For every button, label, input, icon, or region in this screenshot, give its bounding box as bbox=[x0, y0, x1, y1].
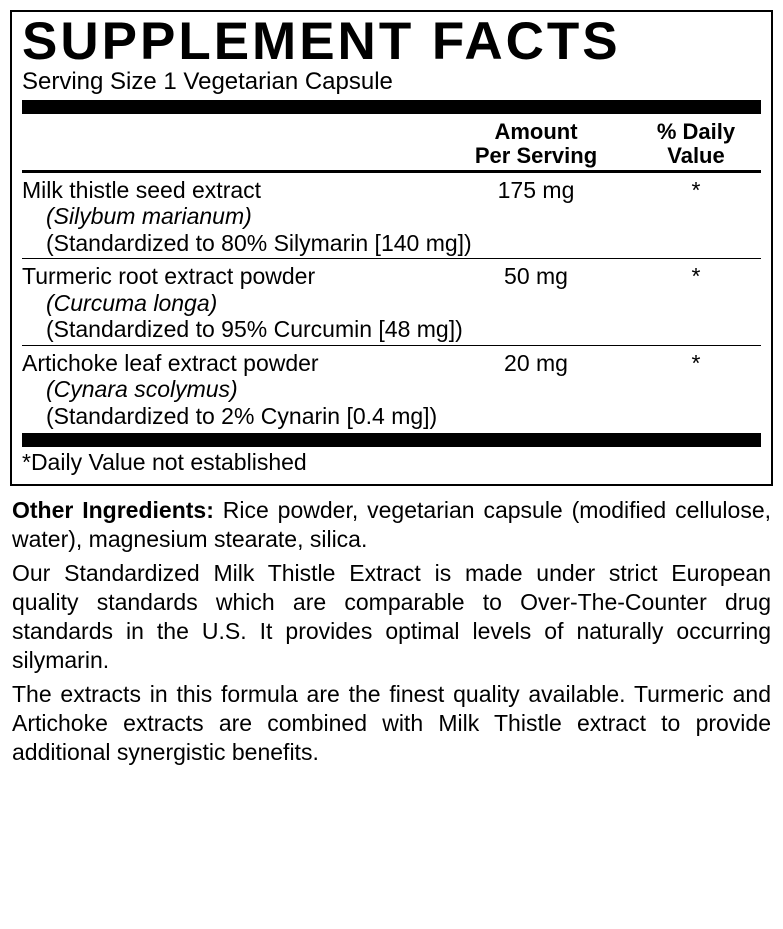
ingredient-amount: 50 mg bbox=[441, 263, 631, 289]
header-amount: Amount Per Serving bbox=[441, 120, 631, 168]
ingredient-row: Artichoke leaf extract powder 20 mg * (C… bbox=[22, 345, 761, 431]
ingredient-dv: * bbox=[631, 350, 761, 376]
header-dv: % Daily Value bbox=[631, 120, 761, 168]
divider-thick bbox=[22, 433, 761, 447]
ingredient-amount: 175 mg bbox=[441, 177, 631, 203]
description-para-2: The extracts in this formula are the fin… bbox=[12, 680, 771, 766]
panel-title: SUPPLEMENT FACTS bbox=[22, 14, 761, 70]
ingredient-row: Turmeric root extract powder 50 mg * (Cu… bbox=[22, 258, 761, 344]
ingredient-dv: * bbox=[631, 177, 761, 203]
ingredient-name: Turmeric root extract powder bbox=[22, 263, 441, 289]
serving-size: Serving Size 1 Vegetarian Capsule bbox=[22, 68, 761, 96]
ingredient-main: Turmeric root extract powder 50 mg * bbox=[22, 263, 761, 289]
ingredient-standardized: (Standardized to 95% Curcumin [48 mg]) bbox=[22, 316, 761, 342]
dv-footnote: *Daily Value not established bbox=[22, 447, 761, 478]
header-amount-l2: Per Serving bbox=[475, 143, 597, 168]
ingredient-dv: * bbox=[631, 263, 761, 289]
divider-thick bbox=[22, 100, 761, 114]
header-dv-l1: % Daily bbox=[657, 119, 735, 144]
header-amount-l1: Amount bbox=[494, 119, 577, 144]
description-block: Other Ingredients: Rice powder, vegetari… bbox=[12, 496, 771, 767]
supplement-facts-panel: SUPPLEMENT FACTS Serving Size 1 Vegetari… bbox=[10, 10, 773, 486]
ingredient-latin: (Curcuma longa) bbox=[22, 290, 761, 316]
ingredient-standardized: (Standardized to 2% Cynarin [0.4 mg]) bbox=[22, 403, 761, 429]
ingredient-main: Artichoke leaf extract powder 20 mg * bbox=[22, 350, 761, 376]
header-blank bbox=[22, 120, 441, 168]
other-ingredients-label: Other Ingredients: bbox=[12, 497, 214, 523]
ingredient-name: Artichoke leaf extract powder bbox=[22, 350, 441, 376]
other-ingredients: Other Ingredients: Rice powder, vegetari… bbox=[12, 496, 771, 554]
header-dv-l2: Value bbox=[667, 143, 724, 168]
ingredient-name: Milk thistle seed extract bbox=[22, 177, 441, 203]
ingredient-row: Milk thistle seed extract 175 mg * (Sily… bbox=[22, 172, 761, 258]
description-para-1: Our Standardized Milk Thistle Extract is… bbox=[12, 559, 771, 674]
ingredient-standardized: (Standardized to 80% Silymarin [140 mg]) bbox=[22, 230, 761, 256]
ingredient-latin: (Silybum marianum) bbox=[22, 203, 761, 229]
ingredient-amount: 20 mg bbox=[441, 350, 631, 376]
header-row: Amount Per Serving % Daily Value bbox=[22, 120, 761, 168]
ingredient-latin: (Cynara scolymus) bbox=[22, 376, 761, 402]
ingredient-main: Milk thistle seed extract 175 mg * bbox=[22, 177, 761, 203]
